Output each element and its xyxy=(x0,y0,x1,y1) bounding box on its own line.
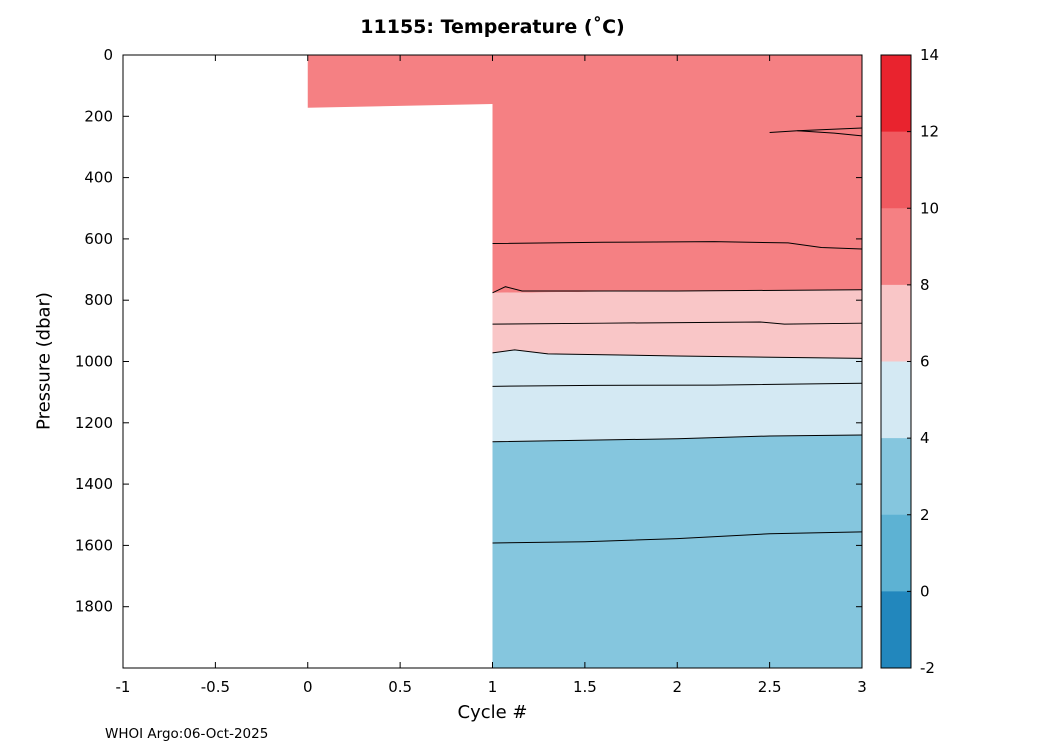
x-tick-label: 2.5 xyxy=(758,678,782,696)
colorbar-band xyxy=(881,438,911,516)
colorbar-band xyxy=(881,514,911,592)
colorbar-tick-label: 10 xyxy=(920,199,939,217)
y-tick-label: 400 xyxy=(84,169,113,187)
y-tick-label: 1400 xyxy=(75,475,113,493)
x-tick-label: 0.5 xyxy=(388,678,412,696)
x-tick-label: 0 xyxy=(303,678,313,696)
y-tick-label: 0 xyxy=(103,46,113,64)
colorbar-band xyxy=(881,55,911,133)
chart-title: 11155: Temperature (˚C) xyxy=(360,16,625,38)
colorbar-band xyxy=(881,284,911,362)
contour-fill-band xyxy=(492,435,862,668)
colorbar-band xyxy=(881,131,911,209)
contour-line xyxy=(492,382,863,387)
colorbar-band xyxy=(881,361,911,439)
x-tick-label: 1.5 xyxy=(573,678,597,696)
colorbar-tick-label: 6 xyxy=(920,353,930,371)
y-tick-label: 200 xyxy=(84,107,113,125)
contour-line xyxy=(492,286,863,294)
colorbar-tick-label: -2 xyxy=(920,659,935,677)
x-tick-label: 3 xyxy=(857,678,867,696)
contour-line xyxy=(492,531,863,544)
colorbar-tick-label: 2 xyxy=(920,506,930,524)
y-tick-label: 1800 xyxy=(75,598,113,616)
y-tick-label: 1600 xyxy=(75,536,113,554)
x-tick-label: 2 xyxy=(672,678,682,696)
contour-line xyxy=(492,321,863,325)
footer-text: WHOI Argo:06-Oct-2025 xyxy=(105,726,269,742)
y-tick-label: 1200 xyxy=(75,414,113,432)
y-tick-label: 600 xyxy=(84,230,113,248)
y-axis-label: Pressure (dbar) xyxy=(33,292,55,430)
x-axis-label: Cycle # xyxy=(457,702,528,723)
contour-line xyxy=(492,349,863,359)
y-tick-label: 800 xyxy=(84,291,113,309)
contour-line xyxy=(492,241,863,250)
x-tick-label: -0.5 xyxy=(201,678,230,696)
colorbar-tick-label: 8 xyxy=(920,276,930,294)
colorbar-band xyxy=(881,208,911,286)
x-tick-label: -1 xyxy=(116,678,131,696)
colorbar-tick-label: 12 xyxy=(920,123,939,141)
contour-fill-band xyxy=(492,349,862,442)
contour-line xyxy=(492,434,863,443)
colorbar-tick-label: 14 xyxy=(920,46,939,64)
contour-line xyxy=(797,130,863,137)
x-tick-label: 1 xyxy=(488,678,498,696)
colorbar-tick-label: 0 xyxy=(920,582,930,600)
colorbar-band xyxy=(881,591,911,669)
contour-fill-band xyxy=(492,289,862,359)
contour-fill-band xyxy=(307,55,862,293)
y-tick-label: 1000 xyxy=(75,353,113,371)
colorbar-tick-label: 4 xyxy=(920,429,930,447)
